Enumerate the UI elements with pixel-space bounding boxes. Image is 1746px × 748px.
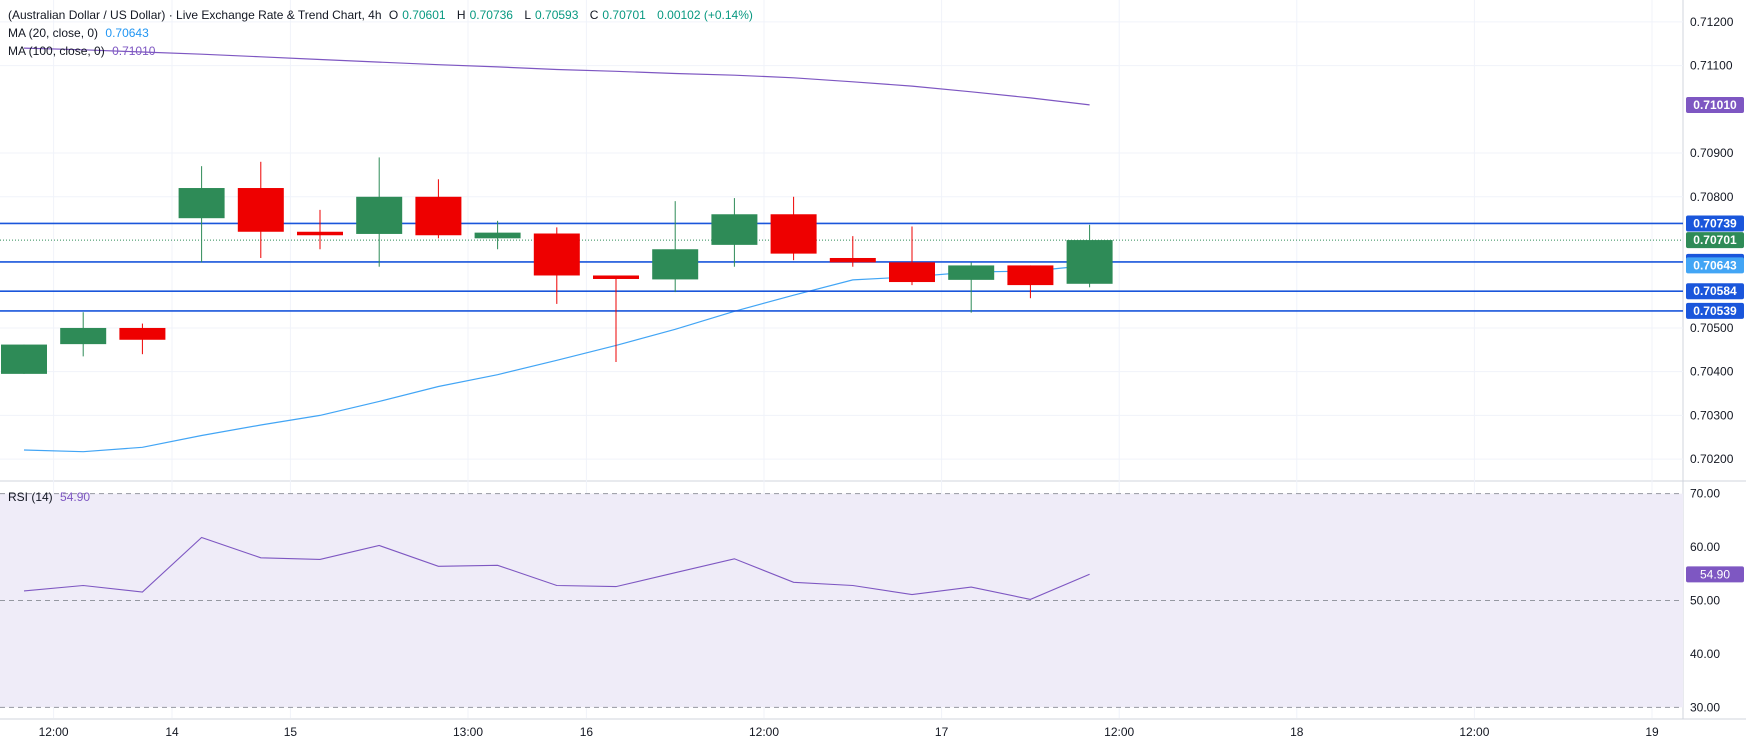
price-labels: 0.710100.707390.707010.706510.706430.705… (1686, 96, 1744, 583)
price-label-text: 0.70584 (1693, 284, 1737, 298)
price-label-text: 0.71010 (1693, 98, 1737, 112)
price-tick-label: 0.70900 (1690, 146, 1734, 160)
ohlc-open: O 0.70601 (388, 8, 446, 22)
candle-body (1066, 240, 1113, 284)
support-resistance-lines (0, 222, 1683, 312)
ohlc-high: H 0.70736 (456, 8, 513, 22)
ma20-label: MA (20, close, 0) (8, 26, 99, 40)
candle-body (474, 232, 521, 239)
time-tick-label: 14 (165, 725, 179, 739)
ma100-legend[interactable]: MA (100, close, 0) 0.71010 (8, 44, 159, 58)
price-label-text: 0.70739 (1693, 216, 1737, 230)
rsi-label-box (1686, 566, 1744, 583)
ohlc-low: L 0.70593 (524, 8, 579, 22)
candle-body (1, 344, 47, 374)
symbol-legend: (Australian Dollar / US Dollar) · Live E… (8, 8, 757, 22)
candle-body (711, 214, 758, 245)
rsi-band (0, 493, 1683, 708)
price-label-box (1686, 232, 1744, 249)
price-label-box (1686, 302, 1744, 319)
candle-body (356, 196, 403, 234)
time-tick-label: 12:00 (39, 725, 69, 739)
rsi-value: 54.90 (60, 490, 91, 504)
price-label-text: 0.70701 (1693, 233, 1737, 247)
candle-body (60, 327, 107, 345)
time-tick-label: 19 (1645, 725, 1659, 739)
price-tick-label: 0.70500 (1690, 321, 1734, 335)
rsi-polyline (23, 536, 1090, 600)
candle-body (237, 188, 284, 232)
time-tick-label: 12:00 (1459, 725, 1489, 739)
candle-body (948, 265, 995, 280)
rsi-tick-label: 40.00 (1690, 647, 1720, 661)
price-tick-label: 0.70300 (1690, 408, 1734, 422)
price-label-box (1686, 283, 1744, 300)
ohlc-change: 0.00102 (+0.14%) (657, 8, 753, 22)
ma100-label: MA (100, close, 0) (8, 44, 105, 58)
candle-body (533, 233, 580, 276)
price-tick-label: 0.71200 (1690, 15, 1734, 29)
time-tick-label: 12:00 (749, 725, 779, 739)
rsi-line (23, 536, 1090, 600)
axes: 0.70200 0.70300 0.70400 0.70500 0.70800 0.709… (39, 15, 1734, 739)
candle-body (1007, 265, 1054, 286)
price-tick-label: 0.70200 (1690, 452, 1734, 466)
ma100-line (23, 47, 1090, 106)
candle-body (178, 188, 225, 219)
candle-body (119, 327, 166, 340)
time-tick-label: 15 (284, 725, 298, 739)
candle-body (829, 257, 876, 263)
ma100-value: 0.71010 (112, 44, 156, 58)
rsi-label-text: 54.90 (1700, 567, 1730, 581)
symbol-title: (Australian Dollar / US Dollar) · Live E… (8, 8, 382, 22)
candles (1, 157, 1113, 374)
rsi-tick-label: 30.00 (1690, 700, 1720, 714)
ma20-legend[interactable]: MA (20, close, 0) 0.70643 (8, 26, 153, 40)
price-label-box (1686, 215, 1744, 232)
time-tick-label: 17 (935, 725, 949, 739)
rsi-tick-label: 50.00 (1690, 594, 1720, 608)
candle-body (770, 214, 817, 254)
candle-body (593, 275, 639, 279)
time-tick-label: 13:00 (453, 725, 483, 739)
rsi-legend[interactable]: RSI (14) 54.90 (8, 490, 94, 504)
rsi-tick-label: 60.00 (1690, 540, 1720, 554)
candle-body (652, 249, 699, 280)
time-tick-label: 12:00 (1104, 725, 1134, 739)
price-tick-label: 0.70400 (1690, 365, 1734, 379)
ohlc-close: C 0.70701 (589, 8, 646, 22)
price-label-text: 0.70643 (1693, 258, 1737, 272)
candle-body (297, 231, 343, 236)
rsi-label: RSI (14) (8, 490, 53, 504)
price-tick-label: 0.70800 (1690, 190, 1734, 204)
price-label-box (1686, 257, 1744, 274)
rsi-tick-label: 70.00 (1690, 487, 1720, 501)
price-tick-label: 0.71100 (1690, 59, 1733, 73)
time-tick-label: 18 (1290, 725, 1304, 739)
ma20-value: 0.70643 (105, 26, 149, 40)
price-label-box (1686, 96, 1744, 113)
price-label-text: 0.70539 (1693, 304, 1737, 318)
candle-body (415, 196, 462, 236)
time-tick-label: 16 (580, 725, 594, 739)
candle-body (889, 262, 935, 283)
